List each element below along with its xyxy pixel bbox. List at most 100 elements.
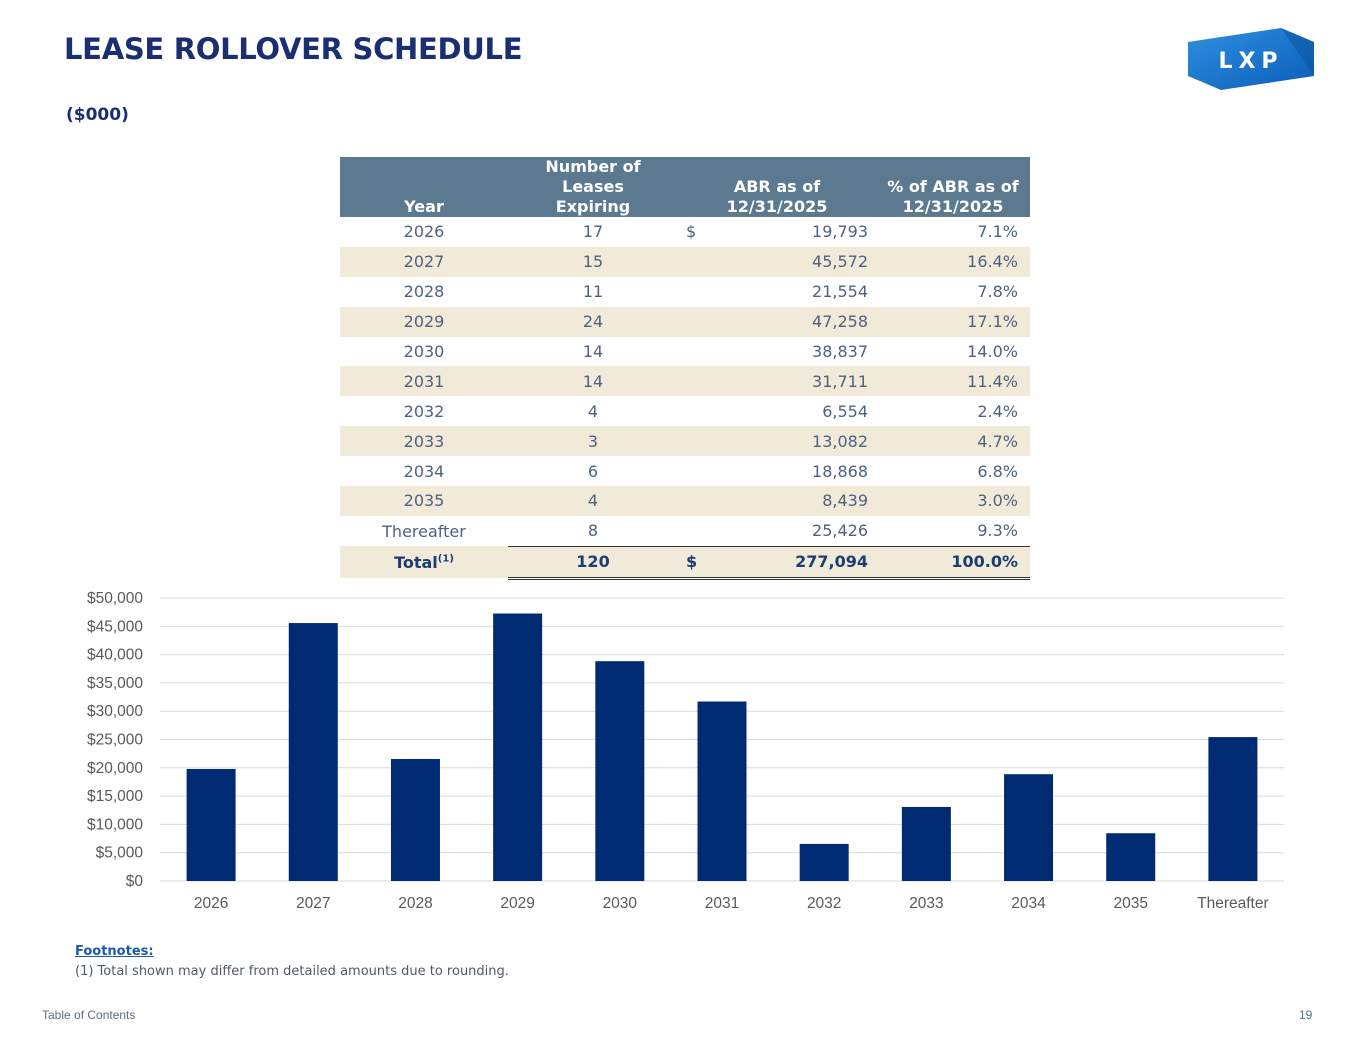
- cell-abr: 18,868: [678, 456, 876, 486]
- y-tick-label: $10,000: [87, 816, 143, 833]
- cell-leases: 14: [582, 342, 604, 361]
- cell-abr-value: 13,082: [812, 431, 868, 451]
- bar-2032: [799, 843, 849, 881]
- cell-pct: 17.1%: [876, 306, 1030, 337]
- cell-year: 2026: [403, 222, 445, 242]
- chart-y-axis: $0 $5,000 $10,000 $15,000 $20,000 $25,000 $30,…: [87, 590, 143, 890]
- x-tick-label: 2035: [1113, 895, 1147, 912]
- table-row: 2033 3 13,082 4.7%: [340, 426, 1030, 457]
- x-tick-label: 2034: [1011, 895, 1046, 912]
- y-tick-label: $50,000: [87, 590, 143, 607]
- cell-total-abr: $277,094: [678, 545, 876, 580]
- cell-abr: 47,258: [678, 306, 876, 337]
- cell-abr-value: 19,793: [812, 222, 868, 242]
- table-row: 2028 11 21,554 7.8%: [340, 277, 1030, 307]
- cell-pct: 9.3%: [977, 521, 1018, 541]
- currency-symbol: $: [686, 552, 698, 572]
- cell-abr: 25,426: [678, 516, 876, 546]
- y-tick-label: $25,000: [87, 732, 143, 749]
- cell-abr-value: 31,711: [812, 371, 868, 391]
- cell-abr-value: 47,258: [812, 312, 868, 332]
- cell-abr-value: 45,572: [812, 252, 868, 272]
- cell-year: 2034: [403, 461, 445, 481]
- cell-abr: 38,837: [678, 337, 876, 367]
- cell-year: 2028: [403, 282, 445, 302]
- cell-leases: 4: [587, 401, 599, 421]
- x-tick-label: 2032: [807, 895, 841, 912]
- bar-2028: [390, 759, 440, 881]
- y-tick-label: $45,000: [87, 618, 143, 635]
- cell-total-abr-value: 277,094: [795, 552, 868, 572]
- table-of-contents-link[interactable]: Table of Contents: [42, 1008, 136, 1022]
- bar-2035: [1106, 833, 1156, 881]
- cell-leases: 14: [508, 366, 678, 397]
- cell-leases: 24: [508, 306, 678, 337]
- cell-abr-value: 25,426: [812, 521, 868, 541]
- col-header-year: Year: [340, 157, 508, 217]
- cell-leases: 3: [508, 426, 678, 457]
- y-tick-label: $30,000: [87, 703, 143, 720]
- col-header-abr: ABR as of 12/31/2025: [678, 157, 876, 217]
- table-row: 2027 15 45,572 16.4%: [340, 246, 1030, 277]
- abr-bar-chart: $0 $5,000 $10,000 $15,000 $20,000 $25,000 $30,…: [87, 590, 1284, 912]
- col-header-leases: Number of Leases Expiring: [508, 157, 678, 217]
- cell-year: 2031: [340, 366, 508, 397]
- table-row: 2026 17 $19,793 7.1%: [340, 217, 1030, 247]
- cell-year: 2035: [340, 486, 508, 516]
- bar-2026: [186, 768, 236, 881]
- cell-year: 2027: [340, 246, 508, 277]
- cell-pct: 6.8%: [977, 461, 1018, 481]
- cell-abr-value: 8,439: [822, 491, 868, 511]
- cell-abr-value: 18,868: [812, 461, 868, 481]
- cell-abr: 13,082: [678, 426, 876, 457]
- footnotes-heading: Footnotes:: [75, 944, 154, 959]
- x-tick-label: 2027: [296, 895, 330, 912]
- bar-2030: [595, 661, 645, 881]
- cell-pct: 3.0%: [876, 486, 1030, 516]
- table-total-row: Total(1) 120 $277,094 100.0%: [340, 545, 1030, 580]
- bar-2027: [288, 623, 338, 881]
- table-header-row: Year Number of Leases Expiring ABR as of 1…: [340, 157, 1030, 217]
- x-tick-label: 2029: [500, 895, 534, 912]
- table-row: Thereafter 8 25,426 9.3%: [340, 516, 1030, 546]
- page-title: LEASE ROLLOVER SCHEDULE: [64, 32, 523, 66]
- x-tick-label: 2030: [603, 895, 638, 912]
- cell-abr: $19,793: [678, 217, 876, 247]
- x-tick-label: 2033: [909, 895, 943, 912]
- cell-pct: 16.4%: [876, 246, 1030, 277]
- cell-year: 2032: [403, 401, 445, 421]
- units-label: ($000): [66, 105, 129, 125]
- cell-pct: 14.0%: [967, 342, 1018, 361]
- cell-abr: 45,572: [678, 246, 876, 277]
- lease-rollover-table: Year Number of Leases Expiring ABR as of 1…: [340, 157, 1030, 580]
- x-tick-label: 2028: [398, 895, 432, 912]
- table-row: 2029 24 47,258 17.1%: [340, 306, 1030, 337]
- bar-thereafter: [1208, 737, 1258, 881]
- cell-pct: 11.4%: [876, 366, 1030, 397]
- cell-leases: 17: [582, 222, 604, 242]
- bar-2031: [697, 701, 747, 881]
- cell-abr-value: 21,554: [812, 282, 868, 302]
- cell-leases: 4: [508, 486, 678, 516]
- cell-pct: 7.1%: [977, 222, 1018, 242]
- cell-year: 2030: [403, 342, 445, 361]
- footnote-ref: (1): [437, 553, 454, 565]
- x-tick-label: 2026: [194, 895, 228, 912]
- cell-abr: 31,711: [678, 366, 876, 397]
- cell-leases: 6: [587, 461, 599, 481]
- cell-leases: 15: [508, 246, 678, 277]
- cell-total-pct: 100.0%: [876, 545, 1030, 580]
- y-tick-label: $35,000: [87, 675, 143, 692]
- table-row: 2034 6 18,868 6.8%: [340, 456, 1030, 486]
- cell-abr: 8,439: [678, 486, 876, 516]
- cell-pct: 2.4%: [977, 401, 1018, 421]
- bar-2033: [901, 806, 951, 881]
- table-row: 2032 4 6,554 2.4%: [340, 396, 1030, 426]
- lxp-logo: LXP: [1188, 28, 1314, 90]
- bar-2034: [1004, 774, 1054, 881]
- table-row: 2035 4 8,439 3.0%: [340, 486, 1030, 516]
- y-tick-label: $20,000: [87, 760, 143, 777]
- cell-abr: 21,554: [678, 277, 876, 307]
- cell-abr-value: 38,837: [812, 342, 868, 361]
- cell-year: 2033: [340, 426, 508, 457]
